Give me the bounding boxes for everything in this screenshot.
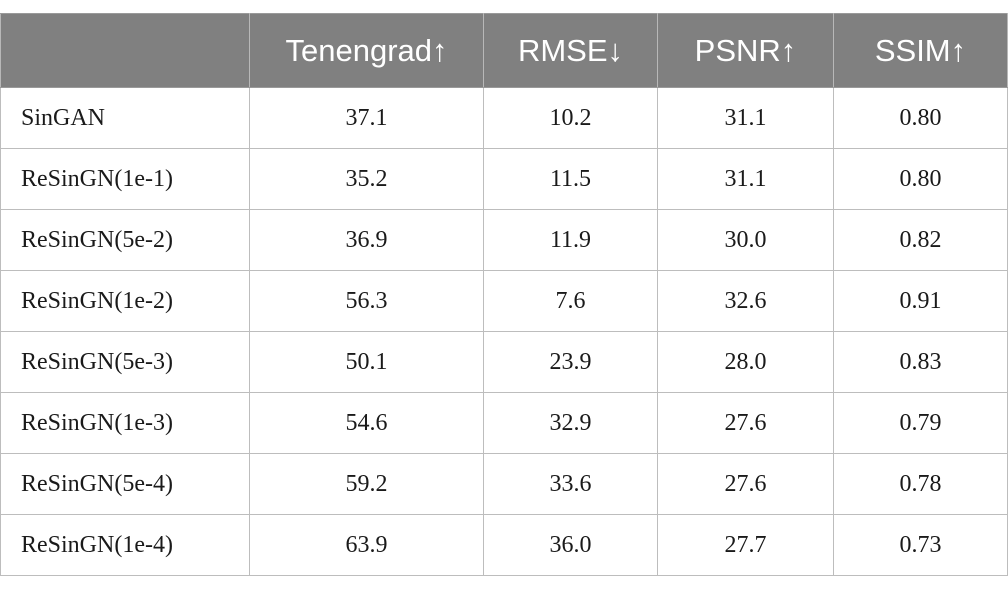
row-label: ReSinGN(1e-2) xyxy=(0,270,250,332)
cell-tenengrad: 56.3 xyxy=(249,270,484,332)
results-table: Tenengrad↑ RMSE↓ PSNR↑ SSIM↑ SinGAN 37.1… xyxy=(0,13,1008,576)
cell-rmse: 10.2 xyxy=(483,87,658,149)
cell-psnr: 27.6 xyxy=(657,392,834,454)
table-row: ReSinGN(5e-2) 36.9 11.9 30.0 0.82 xyxy=(0,209,1008,271)
table-body: SinGAN 37.1 10.2 31.1 0.80 ReSinGN(1e-1)… xyxy=(0,87,1008,576)
cell-ssim: 0.80 xyxy=(833,87,1008,149)
results-table-container: Tenengrad↑ RMSE↓ PSNR↑ SSIM↑ SinGAN 37.1… xyxy=(0,13,1008,576)
header-psnr: PSNR↑ xyxy=(657,13,834,88)
cell-psnr: 27.6 xyxy=(657,453,834,515)
header-row: Tenengrad↑ RMSE↓ PSNR↑ SSIM↑ xyxy=(0,13,1008,88)
table-row: ReSinGN(1e-2) 56.3 7.6 32.6 0.91 xyxy=(0,270,1008,332)
cell-ssim: 0.79 xyxy=(833,392,1008,454)
cell-rmse: 11.9 xyxy=(483,209,658,271)
header-tenengrad: Tenengrad↑ xyxy=(249,13,484,88)
cell-psnr: 31.1 xyxy=(657,87,834,149)
table-row: ReSinGN(5e-3) 50.1 23.9 28.0 0.83 xyxy=(0,331,1008,393)
header-ssim: SSIM↑ xyxy=(833,13,1008,88)
cell-ssim: 0.80 xyxy=(833,148,1008,210)
row-label: ReSinGN(1e-3) xyxy=(0,392,250,454)
header-method xyxy=(0,13,250,88)
cell-tenengrad: 35.2 xyxy=(249,148,484,210)
cell-psnr: 30.0 xyxy=(657,209,834,271)
row-label: SinGAN xyxy=(0,87,250,149)
table-row: ReSinGN(5e-4) 59.2 33.6 27.6 0.78 xyxy=(0,453,1008,515)
cell-tenengrad: 63.9 xyxy=(249,514,484,576)
row-label: ReSinGN(1e-4) xyxy=(0,514,250,576)
table-row: ReSinGN(1e-3) 54.6 32.9 27.6 0.79 xyxy=(0,392,1008,454)
header-rmse: RMSE↓ xyxy=(483,13,658,88)
table-header: Tenengrad↑ RMSE↓ PSNR↑ SSIM↑ xyxy=(0,13,1008,88)
cell-rmse: 32.9 xyxy=(483,392,658,454)
row-label: ReSinGN(5e-2) xyxy=(0,209,250,271)
cell-ssim: 0.82 xyxy=(833,209,1008,271)
table-row: ReSinGN(1e-4) 63.9 36.0 27.7 0.73 xyxy=(0,514,1008,576)
cell-psnr: 32.6 xyxy=(657,270,834,332)
cell-tenengrad: 50.1 xyxy=(249,331,484,393)
cell-rmse: 23.9 xyxy=(483,331,658,393)
cell-ssim: 0.73 xyxy=(833,514,1008,576)
row-label: ReSinGN(5e-3) xyxy=(0,331,250,393)
cell-tenengrad: 37.1 xyxy=(249,87,484,149)
cell-ssim: 0.91 xyxy=(833,270,1008,332)
cell-rmse: 36.0 xyxy=(483,514,658,576)
cell-psnr: 31.1 xyxy=(657,148,834,210)
row-label: ReSinGN(1e-1) xyxy=(0,148,250,210)
row-label: ReSinGN(5e-4) xyxy=(0,453,250,515)
cell-tenengrad: 59.2 xyxy=(249,453,484,515)
cell-ssim: 0.83 xyxy=(833,331,1008,393)
cell-rmse: 7.6 xyxy=(483,270,658,332)
cell-rmse: 33.6 xyxy=(483,453,658,515)
cell-tenengrad: 54.6 xyxy=(249,392,484,454)
cell-rmse: 11.5 xyxy=(483,148,658,210)
cell-psnr: 28.0 xyxy=(657,331,834,393)
table-row: ReSinGN(1e-1) 35.2 11.5 31.1 0.80 xyxy=(0,148,1008,210)
cell-tenengrad: 36.9 xyxy=(249,209,484,271)
cell-ssim: 0.78 xyxy=(833,453,1008,515)
cell-psnr: 27.7 xyxy=(657,514,834,576)
table-row: SinGAN 37.1 10.2 31.1 0.80 xyxy=(0,87,1008,149)
